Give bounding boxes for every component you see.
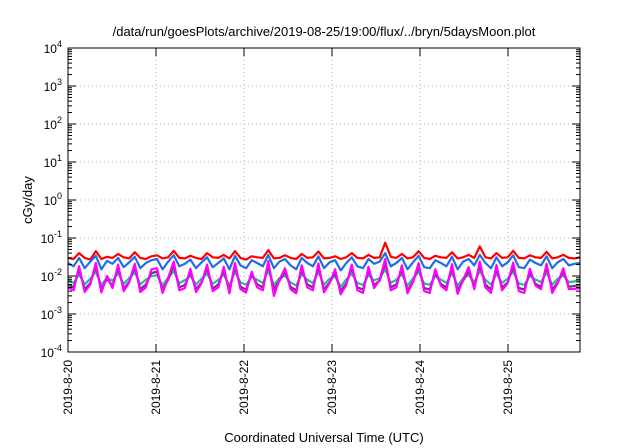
y-tick-label: 100 — [44, 191, 62, 208]
x-tick-label: 2019-8-21 — [149, 360, 163, 415]
y-axis-label: cGy/day — [20, 176, 35, 224]
y-tick-label: 102 — [44, 115, 62, 132]
y-tick-labels: 10-4 10-3 10-2 10-1 100 101 102 103 104 — [41, 39, 62, 360]
y-tick-label: 10-2 — [41, 267, 62, 284]
y-tick-label: 10-3 — [41, 305, 62, 322]
chart-title: /data/run/goesPlots/archive/2019-08-25/1… — [113, 24, 536, 39]
x-tick-label: 2019-8-23 — [325, 360, 339, 415]
series-line-2 — [67, 252, 581, 272]
x-tick-labels: 2019-8-20 2019-8-21 2019-8-22 2019-8-23 2019… — [61, 360, 515, 415]
tick-marks — [67, 47, 580, 353]
x-tick-label: 2019-8-22 — [237, 360, 251, 415]
grid-lines — [68, 48, 580, 352]
y-tick-label: 10-4 — [41, 343, 62, 360]
y-tick-label: 104 — [44, 39, 62, 56]
series-line-1 — [67, 241, 581, 261]
y-tick-label: 101 — [44, 153, 62, 170]
x-tick-label: 2019-8-25 — [501, 360, 515, 415]
y-tick-label: 103 — [44, 77, 62, 94]
y-tick-label: 10-1 — [41, 229, 62, 246]
x-tick-label: 2019-8-20 — [61, 360, 75, 415]
x-axis-label: Coordinated Universal Time (UTC) — [224, 430, 423, 445]
series-lines — [67, 241, 581, 297]
series-line-5 — [67, 257, 581, 297]
x-tick-label: 2019-8-24 — [413, 360, 427, 415]
